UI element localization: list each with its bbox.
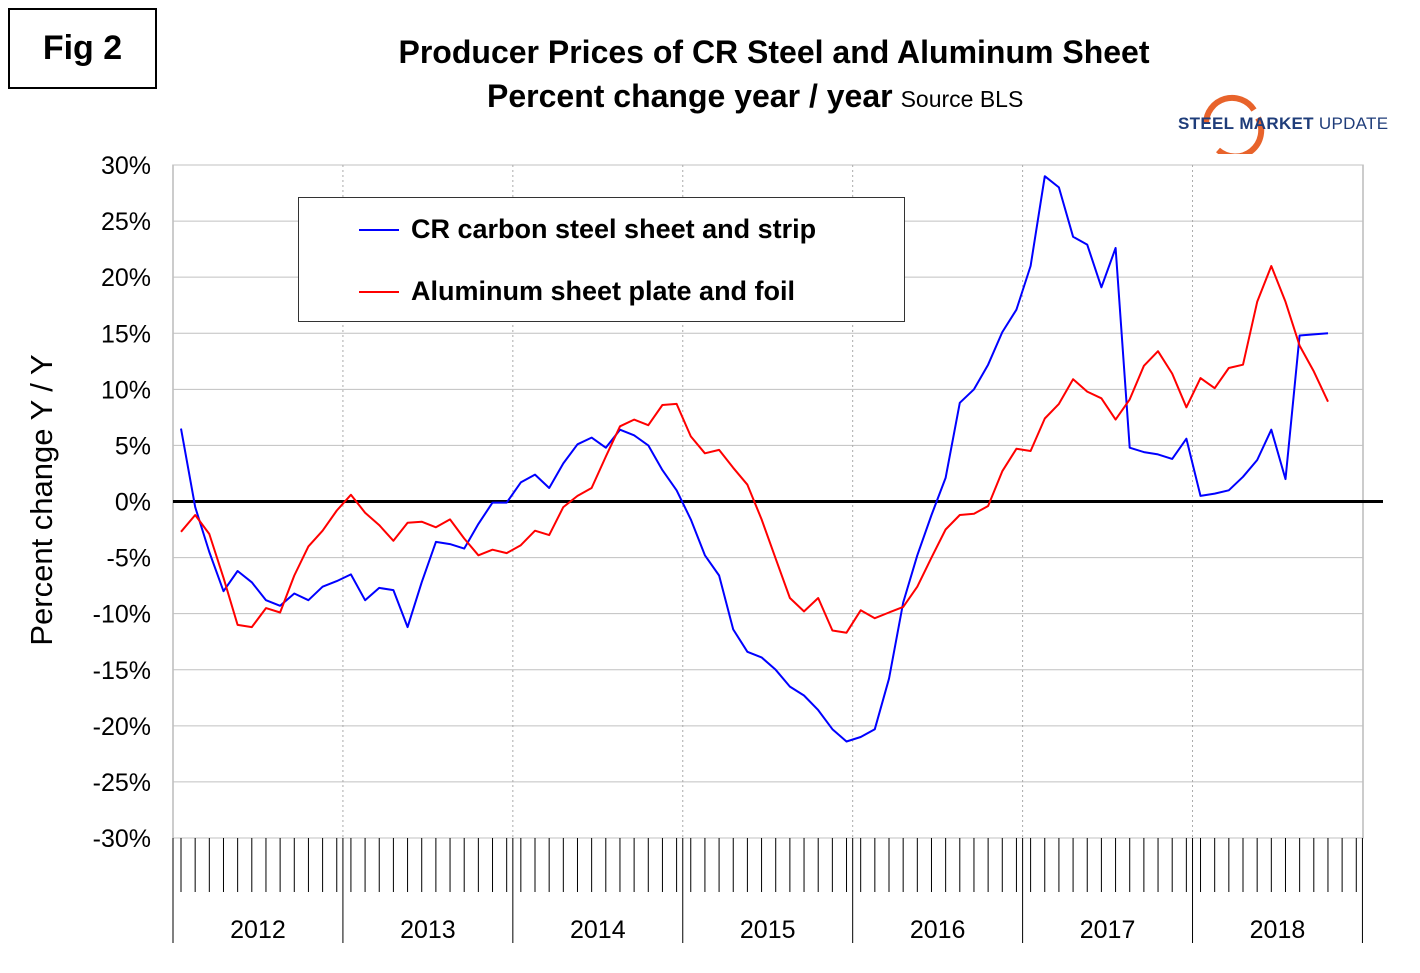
series-line-steel xyxy=(180,175,1329,743)
legend-label-aluminum: Aluminum sheet plate and foil xyxy=(411,276,796,306)
logo-swoosh-icon xyxy=(1202,94,1265,154)
y-tick-label: -15% xyxy=(93,657,151,685)
x-year-label: 2016 xyxy=(910,916,966,944)
source-note: Source BLS xyxy=(900,86,1024,112)
legend-swatch-steel xyxy=(359,228,399,231)
y-tick-label: -5% xyxy=(107,545,151,573)
steel-market-update-logo: STEEL MARKET UPDATE xyxy=(1178,94,1388,154)
y-tick-label: 0% xyxy=(115,489,151,517)
y-tick-label: 20% xyxy=(101,264,151,292)
x-year-label: 2012 xyxy=(230,916,286,944)
legend-label-steel: CR carbon steel sheet and strip xyxy=(411,214,817,244)
y-tick-label: -30% xyxy=(93,825,151,853)
legend-swatch-aluminum xyxy=(359,290,399,293)
y-tick-label: 5% xyxy=(115,432,151,460)
y-tick-label: 25% xyxy=(101,208,151,236)
x-year-label: 2013 xyxy=(400,916,456,944)
y-tick-label: 15% xyxy=(101,320,151,348)
x-year-label: 2014 xyxy=(570,916,626,944)
chart-subtitle: Percent change year / year Source BLS xyxy=(487,78,1023,115)
y-tick-label: -20% xyxy=(93,713,151,741)
chart-legend: CR carbon steel sheet and strip Aluminum… xyxy=(298,197,905,322)
legend-item-steel: CR carbon steel sheet and strip xyxy=(359,214,816,245)
x-year-label: 2017 xyxy=(1080,916,1136,944)
y-tick-label: 30% xyxy=(101,152,151,180)
legend-item-aluminum: Aluminum sheet plate and foil xyxy=(359,276,795,307)
figure-label: Fig 2 xyxy=(8,8,157,89)
y-tick-label: -10% xyxy=(93,601,151,629)
subtitle-text: Percent change year / year xyxy=(487,78,893,114)
series-line-aluminum xyxy=(180,265,1329,634)
logo-word-market: MARKET xyxy=(1239,114,1314,133)
logo-word-update: UPDATE xyxy=(1318,114,1389,133)
logo-word-steel: STEEL xyxy=(1178,114,1235,133)
chart-title: Producer Prices of CR Steel and Aluminum… xyxy=(398,34,1150,70)
y-tick-label: 10% xyxy=(101,376,151,404)
x-year-label: 2015 xyxy=(740,916,796,944)
y-tick-label: -25% xyxy=(93,769,151,797)
x-year-label: 2018 xyxy=(1250,916,1306,944)
